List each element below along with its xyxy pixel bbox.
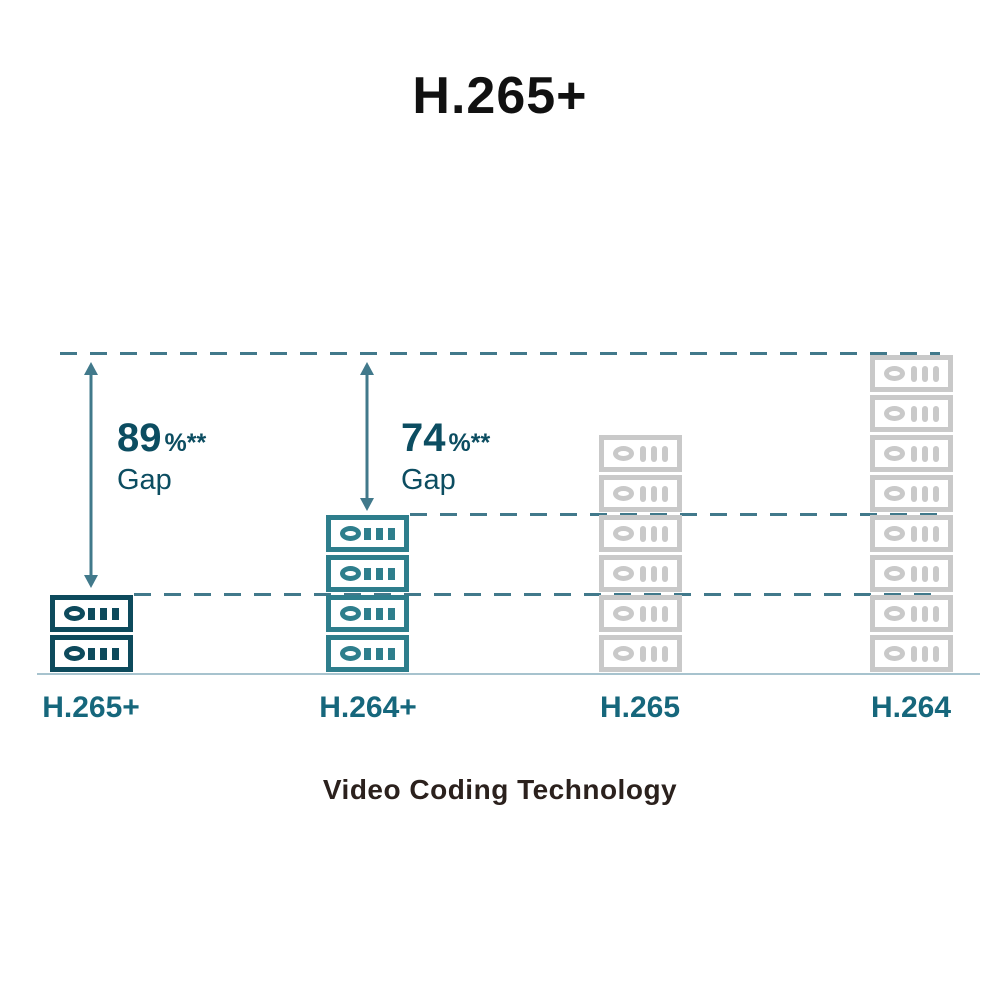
- server-icon: [870, 355, 953, 392]
- vent-bars-icon: [911, 525, 939, 542]
- gap-percent-value: 89: [117, 416, 162, 460]
- server-icon: [599, 555, 682, 592]
- server-icon: [870, 595, 953, 632]
- vent-bars-icon: [911, 565, 939, 582]
- server-icon: [326, 515, 409, 552]
- gap-caption: Gap: [401, 464, 456, 496]
- gap-percent-suffix: %**: [164, 429, 207, 457]
- gap-arrow-h265plus: [84, 362, 98, 588]
- server-icon: [870, 475, 953, 512]
- led-ring-icon: [613, 526, 634, 541]
- vent-bars-icon: [911, 645, 939, 662]
- bar-stack-h265: [50, 595, 133, 672]
- led-ring-icon: [613, 646, 634, 661]
- led-ring-icon: [613, 566, 634, 581]
- led-ring-icon: [64, 646, 85, 661]
- led-ring-icon: [340, 566, 361, 581]
- server-icon: [599, 435, 682, 472]
- server-icon: [599, 635, 682, 672]
- vent-bars-icon: [640, 645, 668, 662]
- server-icon: [599, 595, 682, 632]
- vent-bars-icon: [364, 527, 395, 540]
- reference-line-2-icons: [134, 593, 940, 596]
- vent-bars-icon: [640, 605, 668, 622]
- server-icon: [326, 635, 409, 672]
- bar-stack-h264: [870, 355, 953, 672]
- server-icon: [870, 395, 953, 432]
- gap-percent-value: 74: [401, 416, 446, 460]
- led-ring-icon: [340, 646, 361, 661]
- gap-annotation-h265plus: 89 %** Gap: [117, 418, 206, 497]
- server-icon: [599, 475, 682, 512]
- server-icon: [326, 595, 409, 632]
- gap-percent-suffix: %**: [448, 429, 491, 457]
- led-ring-icon: [613, 606, 634, 621]
- server-icon: [326, 555, 409, 592]
- led-ring-icon: [64, 606, 85, 621]
- vent-bars-icon: [911, 605, 939, 622]
- server-icon: [599, 515, 682, 552]
- vent-bars-icon: [88, 607, 119, 620]
- reference-line-4-icons: [410, 513, 940, 516]
- bar-stack-h264: [326, 515, 409, 672]
- led-ring-icon: [340, 526, 361, 541]
- reference-line-8-icons: [60, 352, 940, 355]
- led-ring-icon: [884, 526, 905, 541]
- vent-bars-icon: [640, 525, 668, 542]
- category-label-h264plus: H.264+: [319, 691, 417, 724]
- bar-stack-h265: [599, 435, 682, 672]
- vent-bars-icon: [640, 445, 668, 462]
- led-ring-icon: [884, 606, 905, 621]
- category-label-h264: H.264: [870, 691, 952, 724]
- led-ring-icon: [613, 446, 634, 461]
- x-axis-baseline: [37, 673, 980, 675]
- server-icon: [870, 555, 953, 592]
- gap-arrow-h264plus: [360, 362, 374, 511]
- led-ring-icon: [340, 606, 361, 621]
- vent-bars-icon: [911, 405, 939, 422]
- vent-bars-icon: [911, 445, 939, 462]
- led-ring-icon: [884, 406, 905, 421]
- led-ring-icon: [884, 646, 905, 661]
- server-icon: [870, 435, 953, 472]
- x-axis-title: Video Coding Technology: [322, 774, 678, 805]
- led-ring-icon: [613, 486, 634, 501]
- vent-bars-icon: [640, 485, 668, 502]
- server-icon: [50, 595, 133, 632]
- vent-bars-icon: [640, 565, 668, 582]
- vent-bars-icon: [364, 607, 395, 620]
- led-ring-icon: [884, 566, 905, 581]
- category-label-h265: H.265: [599, 691, 681, 724]
- led-ring-icon: [884, 366, 905, 381]
- server-icon: [870, 515, 953, 552]
- gap-annotation-h264plus: 74 %** Gap: [401, 418, 490, 497]
- vent-bars-icon: [364, 567, 395, 580]
- server-icon: [50, 635, 133, 672]
- gap-percent-row: 74 %**: [401, 418, 490, 458]
- led-ring-icon: [884, 486, 905, 501]
- server-icon: [870, 635, 953, 672]
- vent-bars-icon: [911, 485, 939, 502]
- gap-percent-row: 89 %**: [117, 418, 206, 458]
- chart-title: H.265+: [412, 67, 588, 125]
- vent-bars-icon: [364, 647, 395, 660]
- vent-bars-icon: [911, 365, 939, 382]
- vent-bars-icon: [88, 647, 119, 660]
- category-label-h265plus: H.265+: [42, 691, 140, 724]
- gap-caption: Gap: [117, 464, 172, 496]
- led-ring-icon: [884, 446, 905, 461]
